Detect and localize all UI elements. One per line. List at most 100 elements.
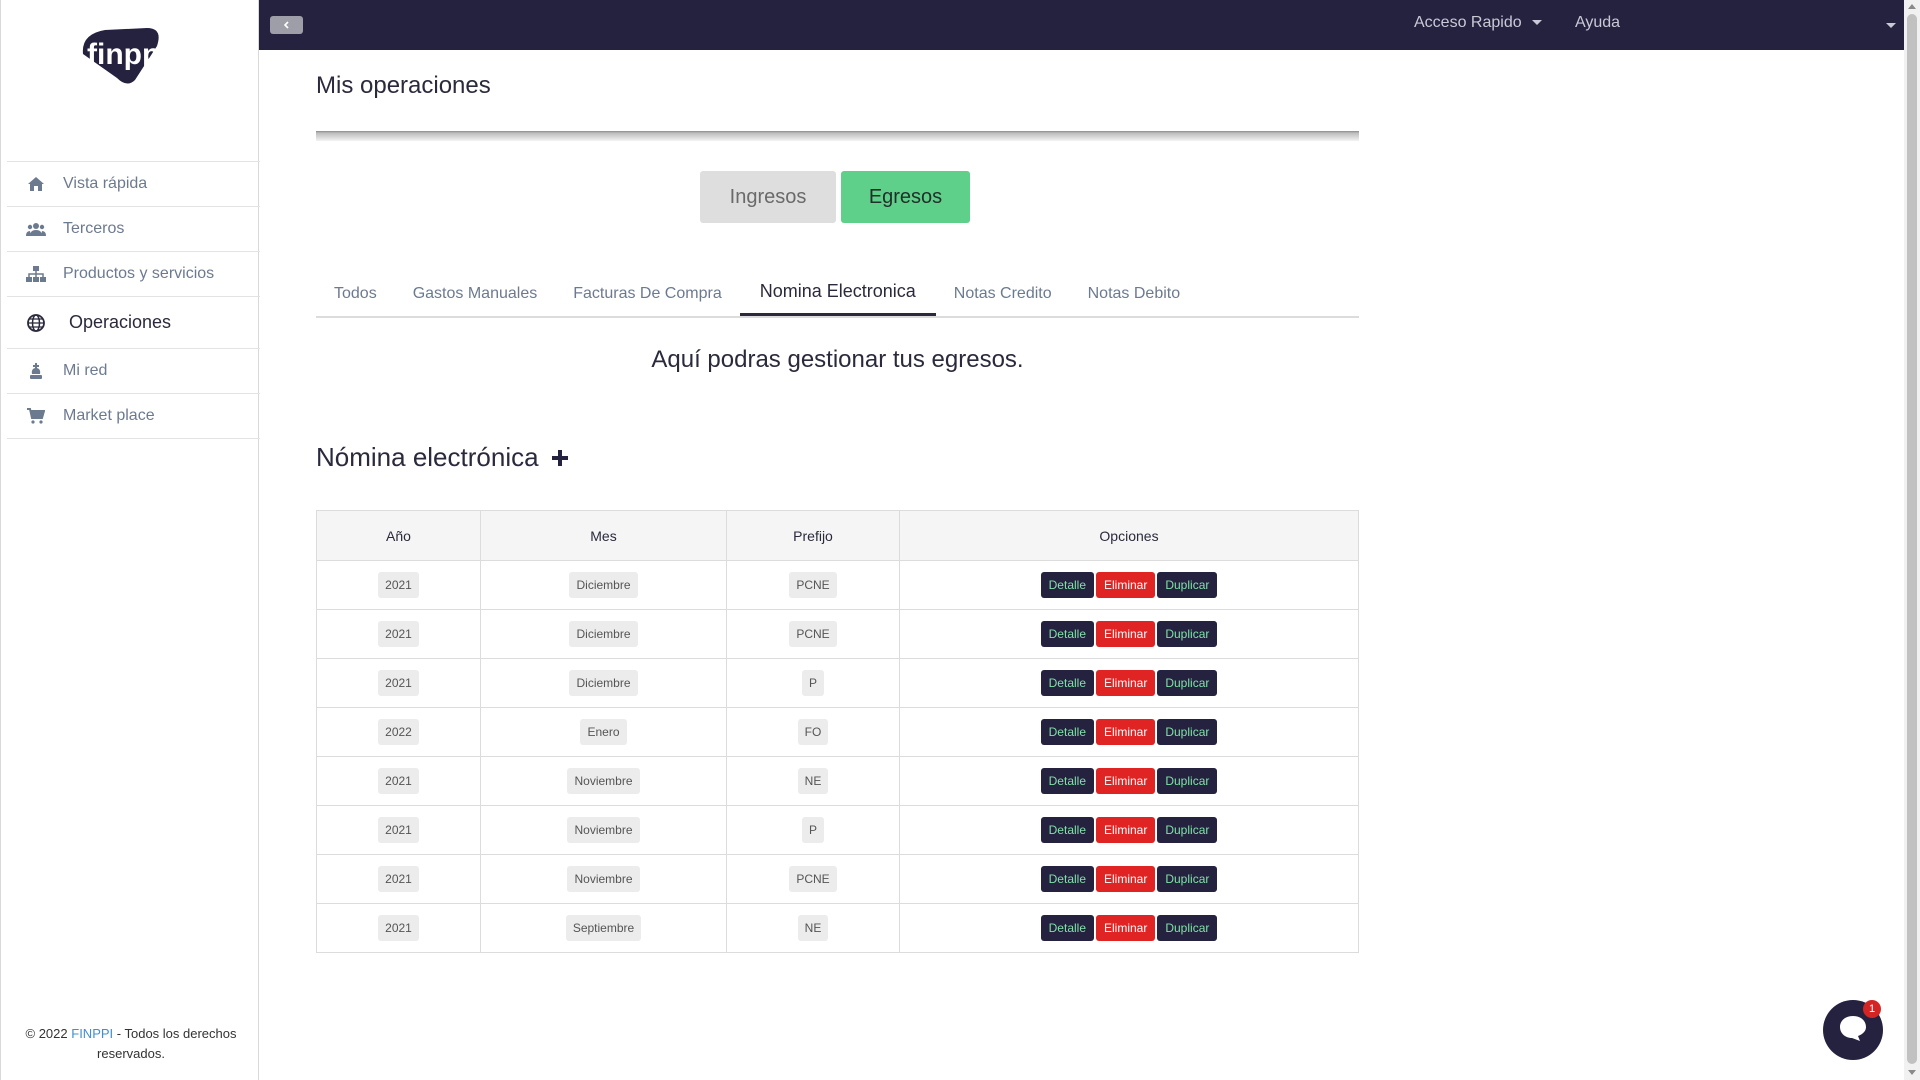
- detalle-button[interactable]: Detalle: [1040, 670, 1094, 696]
- acceso-rapido-dropdown[interactable]: Acceso Rapido: [1414, 14, 1542, 32]
- duplicar-button[interactable]: Duplicar: [1157, 915, 1218, 941]
- tab-todos[interactable]: Todos: [334, 285, 377, 302]
- chess-king-icon: [25, 362, 47, 380]
- eliminar-button[interactable]: Eliminar: [1096, 670, 1156, 696]
- finppi-logo[interactable]: finppi: [77, 24, 187, 86]
- duplicar-button[interactable]: Duplicar: [1157, 719, 1218, 745]
- scroll-up-arrow-icon[interactable]: [1908, 4, 1916, 9]
- add-nomina-plus-icon[interactable]: [551, 449, 569, 467]
- prefix-chip: FO: [797, 719, 829, 745]
- year-chip: 2021: [378, 866, 419, 892]
- month-chip: Diciembre: [569, 621, 638, 647]
- eliminar-button[interactable]: Eliminar: [1096, 817, 1156, 843]
- sidebar-item-label: Vista rápida: [63, 175, 148, 192]
- eliminar-button[interactable]: Eliminar: [1096, 572, 1156, 598]
- duplicar-button[interactable]: Duplicar: [1157, 768, 1218, 794]
- caret-down-icon: [1531, 20, 1542, 26]
- prefix-chip: P: [801, 670, 824, 696]
- table-header-row: Año Mes Prefijo Opciones: [317, 511, 1358, 561]
- detalle-button[interactable]: Detalle: [1040, 572, 1094, 598]
- month-chip: Diciembre: [569, 670, 638, 696]
- table-row: 2021 Diciembre P Detalle Eliminar Duplicar: [317, 658, 1358, 708]
- eliminar-button[interactable]: Eliminar: [1096, 719, 1156, 745]
- prefix-chip: P: [801, 817, 824, 843]
- prefix-chip: NE: [797, 768, 829, 794]
- table-row: 2021 Septiembre NE Detalle Eliminar Duplic…: [317, 903, 1358, 952]
- tab-notas-debito[interactable]: Notas Debito: [1087, 285, 1181, 302]
- tab-facturas-de-compra[interactable]: Facturas De Compra: [573, 285, 722, 302]
- ingresos-button[interactable]: Ingresos: [700, 171, 836, 223]
- eliminar-button[interactable]: Eliminar: [1096, 866, 1156, 892]
- chat-bubble-icon: [1838, 1014, 1868, 1047]
- detalle-button[interactable]: Detalle: [1040, 915, 1094, 941]
- header-opciones: Opciones: [899, 511, 1358, 561]
- year-chip: 2021: [378, 572, 419, 598]
- user-menu-caret-icon[interactable]: [1886, 23, 1896, 28]
- eliminar-button[interactable]: Eliminar: [1096, 621, 1156, 647]
- ayuda-link[interactable]: Ayuda: [1575, 14, 1621, 31]
- tab-notas-credito[interactable]: Notas Credito: [953, 285, 1052, 302]
- home-icon: [25, 175, 47, 193]
- sidebar-item-mi-red[interactable]: Mi red: [7, 349, 260, 394]
- prefix-chip: NE: [797, 915, 829, 941]
- section-heading-text: Nómina electrónica: [316, 442, 539, 472]
- year-chip: 2021: [378, 817, 419, 843]
- table-row: 2022 Enero FO Detalle Eliminar Duplicar: [317, 707, 1358, 757]
- eliminar-button[interactable]: Eliminar: [1096, 768, 1156, 794]
- month-chip: Noviembre: [567, 768, 640, 794]
- duplicar-button[interactable]: Duplicar: [1157, 866, 1218, 892]
- month-chip: Septiembre: [565, 915, 642, 941]
- table-row: 2021 Diciembre PCNE Detalle Eliminar Dupli…: [317, 609, 1358, 659]
- vertical-scrollbar[interactable]: [1904, 0, 1920, 1080]
- sidebar-nav: Vista rápida Terceros Productos y servic…: [7, 161, 260, 439]
- year-chip: 2021: [378, 768, 419, 794]
- month-chip: Noviembre: [567, 817, 640, 843]
- sidebar-item-productos[interactable]: Productos y servicios: [7, 252, 260, 297]
- sidebar-toggle-button[interactable]: [270, 16, 303, 34]
- scroll-down-arrow-icon[interactable]: [1908, 1070, 1916, 1075]
- detalle-button[interactable]: Detalle: [1040, 621, 1094, 647]
- duplicar-button[interactable]: Duplicar: [1157, 817, 1218, 843]
- cart-icon: [25, 407, 47, 425]
- table-row: 2021 Noviembre NE Detalle Eliminar Duplica…: [317, 756, 1358, 806]
- prefix-chip: PCNE: [789, 572, 837, 598]
- detalle-button[interactable]: Detalle: [1040, 866, 1094, 892]
- prefix-chip: PCNE: [789, 621, 837, 647]
- header-ano: Año: [317, 511, 481, 561]
- copyright-text: - Todos los derechos reservados.: [97, 1026, 237, 1061]
- year-chip: 2021: [378, 621, 419, 647]
- detalle-button[interactable]: Detalle: [1040, 768, 1094, 794]
- duplicar-button[interactable]: Duplicar: [1157, 572, 1218, 598]
- year-chip: 2021: [378, 670, 419, 696]
- sidebar-item-label: Terceros: [63, 220, 125, 237]
- header-prefijo: Prefijo: [726, 511, 900, 561]
- sidebar-item-vista-rapida[interactable]: Vista rápida: [7, 162, 260, 207]
- scrollbar-thumb[interactable]: [1907, 14, 1917, 1064]
- table-row: 2021 Diciembre PCNE Detalle Eliminar Dupli…: [317, 560, 1358, 610]
- header-mes: Mes: [480, 511, 727, 561]
- prefix-chip: PCNE: [789, 866, 837, 892]
- users-icon: [25, 220, 47, 238]
- month-chip: Diciembre: [569, 572, 638, 598]
- footer-brand-link[interactable]: FINPPI: [71, 1026, 114, 1041]
- sidebar-item-market-place[interactable]: Market place: [7, 394, 260, 439]
- duplicar-button[interactable]: Duplicar: [1157, 670, 1218, 696]
- sidebar-item-label: Operaciones: [69, 312, 172, 332]
- sitemap-icon: [25, 265, 47, 283]
- sidebar-item-operaciones[interactable]: Operaciones: [7, 297, 260, 349]
- detalle-button[interactable]: Detalle: [1040, 817, 1094, 843]
- egresos-button[interactable]: Egresos: [841, 171, 970, 223]
- sidebar-item-terceros[interactable]: Terceros: [7, 207, 260, 252]
- operations-tabs: Todos Gastos Manuales Facturas De Compra…: [316, 272, 1359, 318]
- tab-nomina-electronica[interactable]: Nomina Electronica: [739, 270, 936, 316]
- duplicar-button[interactable]: Duplicar: [1157, 621, 1218, 647]
- sidebar-item-label: Market place: [63, 407, 155, 424]
- chevron-left-icon: [283, 16, 291, 34]
- year-chip: 2021: [378, 915, 419, 941]
- eliminar-button[interactable]: Eliminar: [1096, 915, 1156, 941]
- acceso-rapido-label: Acceso Rapido: [1414, 14, 1522, 31]
- nomina-table: Año Mes Prefijo Opciones 2021 Diciembre …: [316, 510, 1359, 953]
- section-heading: Nómina electrónica: [316, 442, 569, 473]
- tab-gastos-manuales[interactable]: Gastos Manuales: [412, 285, 538, 302]
- detalle-button[interactable]: Detalle: [1040, 719, 1094, 745]
